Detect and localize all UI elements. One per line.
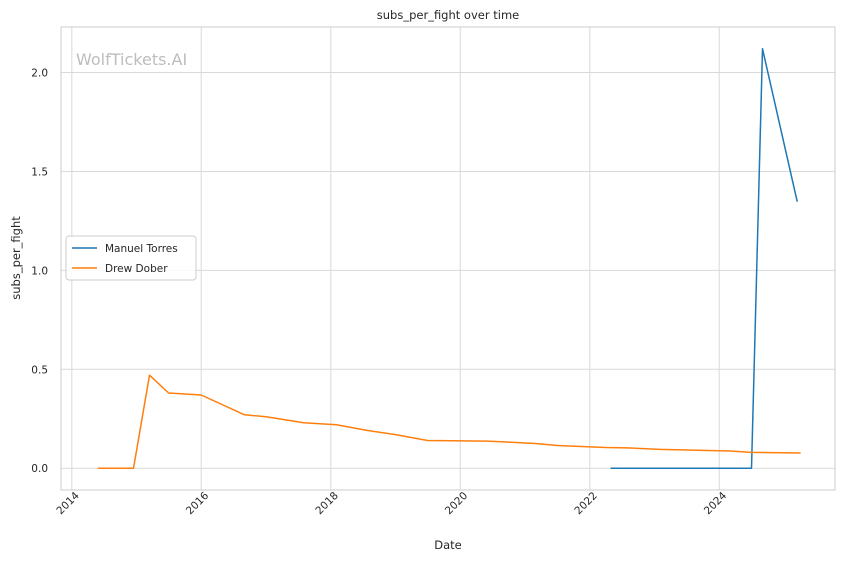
plot-frame bbox=[60, 26, 836, 491]
legend-box bbox=[65, 235, 197, 281]
y-tick-label: 0.0 bbox=[31, 463, 48, 475]
x-tick-label: 2020 bbox=[443, 490, 470, 517]
x-tick-label: 2022 bbox=[572, 490, 599, 517]
y-tick-label: 0.5 bbox=[31, 364, 48, 376]
legend-label-drew-dober: Drew Dober bbox=[105, 263, 168, 275]
x-tick-label: 2014 bbox=[54, 490, 82, 518]
x-axis-label: Date bbox=[434, 538, 462, 552]
x-tick-label: 2016 bbox=[184, 490, 212, 518]
series-line-manuel-torres bbox=[610, 48, 798, 469]
y-tick-label: 1.0 bbox=[31, 265, 48, 277]
y-tick-label: 1.5 bbox=[31, 166, 48, 178]
chart-title: subs_per_fight over time bbox=[377, 8, 519, 22]
series-line-drew-dober bbox=[97, 374, 801, 469]
legend-label-manuel-torres: Manuel Torres bbox=[105, 243, 178, 255]
legend: Manuel Torres Drew Dober bbox=[65, 235, 197, 281]
y-axis-label: subs_per_fight bbox=[9, 216, 23, 300]
x-tick-label: 2024 bbox=[702, 490, 730, 518]
series-lines bbox=[97, 48, 801, 469]
watermark: WolfTickets.AI bbox=[76, 50, 187, 69]
grid-lines bbox=[61, 27, 835, 490]
y-tick-label: 2.0 bbox=[31, 68, 48, 80]
x-tick-label: 2018 bbox=[313, 490, 340, 517]
